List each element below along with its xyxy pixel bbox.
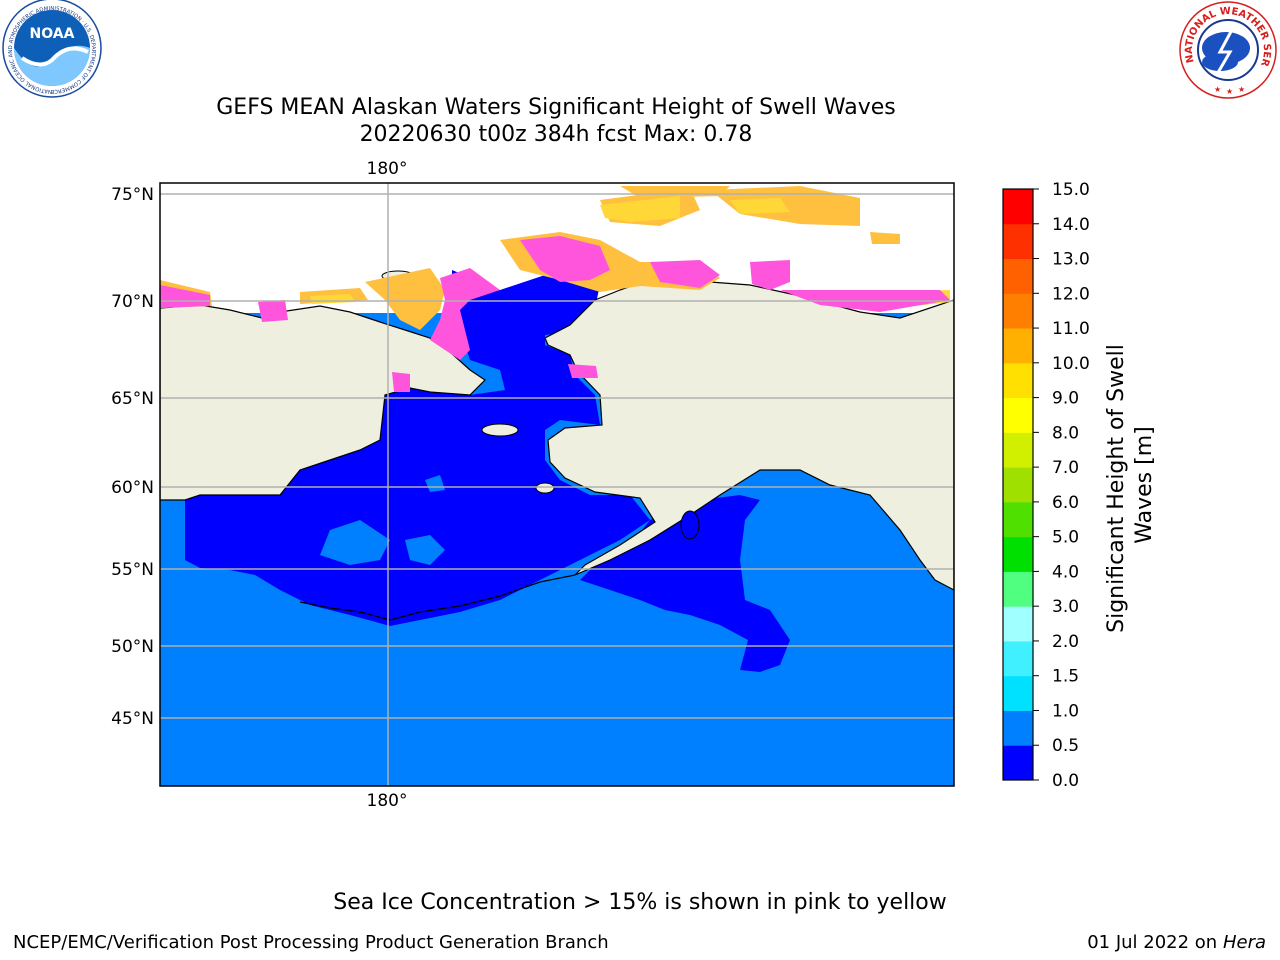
gulf-low-swell-region: [580, 495, 790, 672]
colorbar-segment: [1003, 189, 1033, 225]
lat-label: 45°N: [111, 709, 154, 729]
map-gridlines: [160, 183, 954, 786]
colorbar-tick-label: 7.0: [1052, 458, 1079, 478]
colorbar: 0.0 0.5 1.0 1.5 2.0 3.0 4.0 5.0 6.0 7.0 8.0 9.0 10.0…: [1002, 180, 1157, 791]
colorbar-tick-label: 0.0: [1052, 771, 1079, 791]
colorbar-segment: [1003, 328, 1033, 364]
lat-label: 55°N: [111, 560, 154, 580]
nws-star-3: ★: [1238, 85, 1245, 94]
colorbar-segment: [1003, 293, 1033, 329]
colorbar-tick-label: 8.0: [1052, 423, 1079, 443]
colorbar-tick-label: 4.0: [1052, 562, 1079, 582]
noaa-wordmark: NOAA: [30, 26, 75, 42]
land-kodiak-island: [680, 510, 700, 540]
lat-label: 70°N: [111, 292, 154, 312]
lat-label: 50°N: [111, 637, 154, 657]
colorbar-tick-label: 15.0: [1052, 180, 1090, 200]
colorbar-tick-label: 14.0: [1052, 215, 1090, 235]
land-aleutian-chain: [299, 574, 576, 621]
land-siberia: [160, 304, 486, 501]
mid-swell-patch: [405, 535, 445, 565]
colorbar-tick-label: 1.0: [1052, 701, 1079, 721]
sea-ice-orange: [160, 186, 900, 330]
credit-right: 01 Jul 2022 on Hera: [1087, 932, 1266, 953]
colorbar-segment: [1003, 432, 1033, 468]
colorbar-tick-label: 3.0: [1052, 597, 1079, 617]
colorbar-segment: [1003, 223, 1033, 260]
mid-swell-patch: [320, 520, 390, 565]
colorbar-frame: [1002, 188, 1034, 781]
lat-label: 75°N: [111, 185, 154, 205]
colorbar-segment: [1003, 745, 1033, 781]
lat-label: 60°N: [111, 478, 154, 498]
colorbar-segment: [1003, 397, 1033, 433]
colorbar-tick-label: 10.0: [1052, 354, 1090, 374]
colorbar-segment: [1003, 536, 1033, 572]
colorbar-segment: [1003, 258, 1033, 294]
colorbar-tick-label: 13.0: [1052, 250, 1090, 270]
colorbar-segments: [1003, 189, 1033, 781]
low-swell-region: [185, 270, 650, 626]
sea-ice-pink: [160, 236, 950, 392]
colorbar-tick-label: 6.0: [1052, 493, 1079, 513]
nws-star-2: ★: [1226, 87, 1233, 96]
colorbar-segment: [1003, 710, 1033, 746]
colorbar-tick-label: 9.0: [1052, 389, 1079, 409]
noaa-logo: NATIONAL OCEANIC AND ATMOSPHERIC ADMINIS…: [2, 0, 102, 98]
colorbar-segment: [1003, 362, 1033, 399]
map-frame: [159, 182, 955, 787]
colorbar-segment: [1003, 501, 1033, 538]
lon-label-bottom: 180°: [367, 791, 408, 811]
nws-star-1: ★: [1214, 85, 1221, 94]
sea-ice-note: Sea Ice Concentration > 15% is shown in …: [333, 890, 947, 915]
lon-label-top: 180°: [367, 159, 408, 179]
chart-title: GEFS MEAN Alaskan Waters Significant Hei…: [216, 95, 896, 120]
colorbar-tick-label: 1.5: [1052, 667, 1079, 687]
colorbar-label-line2: Waves [m]: [1132, 426, 1157, 543]
credit-left: NCEP/EMC/Verification Post Processing Pr…: [13, 932, 609, 953]
colorbar-tick-label: 2.0: [1052, 632, 1079, 652]
colorbar-tick-label: 12.0: [1052, 284, 1090, 304]
colorbar-segment: [1003, 640, 1033, 677]
colorbar-segment: [1003, 571, 1033, 607]
colorbar-segment: [1003, 467, 1033, 503]
nws-logo: NATIONAL WEATHER SERVICE ★ ★ ★: [1176, 0, 1277, 99]
lat-label: 65°N: [111, 389, 154, 409]
colorbar-tick-label: 5.0: [1052, 528, 1079, 548]
chart-subtitle: 20220630 t00z 384h fcst Max: 0.78: [359, 122, 753, 147]
colorbar-segment: [1003, 675, 1033, 711]
colorbar-tick-label: 11.0: [1052, 319, 1090, 339]
colorbar-ticks: 0.0 0.5 1.0 1.5 2.0 3.0 4.0 5.0 6.0 7.0 8.0 9.0 10.0…: [1033, 180, 1090, 791]
land-st-lawrence-island: [481, 423, 519, 437]
land-nunivak-island: [535, 482, 555, 494]
colorbar-label: Significant Height of Swell Waves [m]: [1104, 337, 1157, 633]
credit-host: Hera: [1222, 932, 1266, 953]
map-panel: 180° 180° 75°N 70°N 65°N 60°N 55°N 50°N …: [111, 159, 955, 811]
colorbar-label-line1: Significant Height of Swell: [1104, 344, 1129, 633]
colorbar-segment: [1003, 606, 1033, 642]
credit-date: 01 Jul 2022 on: [1087, 932, 1223, 953]
colorbar-tick-label: 0.5: [1052, 736, 1079, 756]
